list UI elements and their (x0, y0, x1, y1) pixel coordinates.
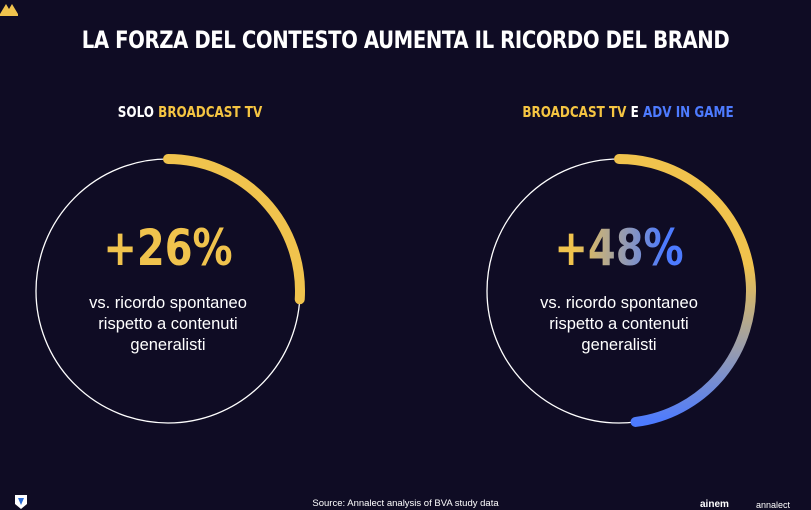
right-panel-label: BROADCAST TV E ADV IN GAME (508, 103, 748, 121)
left-panel-label: SOLO BROADCAST TV (70, 103, 310, 121)
right-label-part1: BROADCAST TV (522, 103, 627, 121)
corner-brand-icon (0, 4, 18, 16)
right-ring-arc (614, 154, 756, 427)
right-desc-line: vs. ricordo spontaneo (540, 294, 698, 312)
right-desc-line: rispetto a contenuti (549, 315, 689, 333)
right-value: +48% (506, 223, 732, 273)
left-desc-line: vs. ricordo spontaneo (89, 294, 247, 312)
left-desc-line: rispetto a contenuti (98, 315, 238, 333)
source-note: Source: Annalect analysis of BVA study d… (312, 498, 499, 509)
left-ring-chart (35, 154, 305, 424)
left-value: +26% (103, 219, 233, 277)
left-ring-arc (163, 154, 305, 305)
left-desc-line: generalisti (130, 336, 206, 354)
right-label-part2: E (626, 103, 643, 121)
left-label-part2: BROADCAST TV (158, 103, 263, 121)
left-label-part1: SOLO (117, 103, 159, 121)
right-desc-line: generalisti (581, 336, 657, 354)
page-title: LA FORZA DEL CONTESTO AUMENTA IL RICORDO… (81, 26, 730, 54)
partner-logo: ainem (700, 499, 729, 510)
left-description: vs. ricordo spontaneo rispetto a contenu… (27, 293, 309, 356)
annalect-logo: annalect (756, 500, 791, 510)
shield-logo-icon (15, 495, 27, 509)
right-label-part3: ADV IN GAME (642, 103, 734, 121)
right-ring-chart (486, 154, 756, 427)
right-description: vs. ricordo spontaneo rispetto a contenu… (478, 293, 760, 356)
